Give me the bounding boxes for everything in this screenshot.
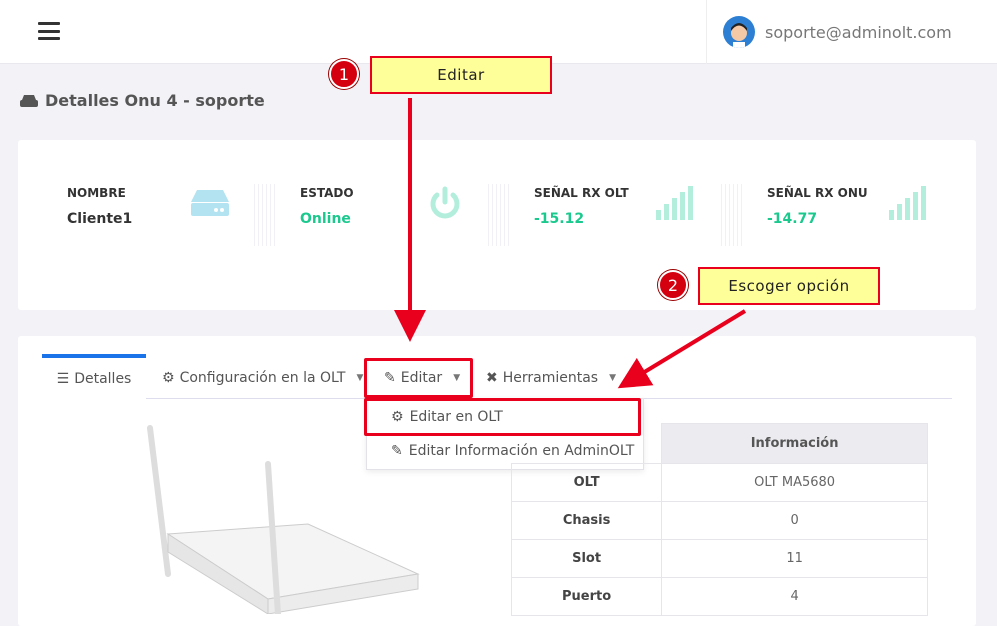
stat-value: Online (300, 211, 351, 227)
table-row: OLT OLT MA5680 (510, 463, 928, 502)
info-table: Información OLT OLT MA5680 Chasis 0 Slot 11… (510, 423, 928, 616)
caret-down-icon: ▼ (453, 373, 461, 383)
tab-editar[interactable]: ✎ Editar ▼ (372, 357, 472, 399)
highlight-editar-en-olt (364, 398, 641, 436)
divider (718, 184, 742, 246)
highlight-editar-tab (364, 358, 473, 398)
stat-label: SEÑAL RX OLT (534, 186, 629, 200)
stat-senal-onu: SEÑAL RX ONU -14.77 (767, 186, 868, 227)
stat-label: SEÑAL RX ONU (767, 186, 868, 200)
row-key: OLT (510, 463, 663, 502)
page-title-text: Detalles Onu 4 - soporte (45, 91, 265, 110)
signal-icon (656, 186, 693, 220)
menu-icon[interactable] (38, 22, 60, 40)
caret-down-icon: ▼ (356, 373, 364, 383)
stat-nombre: NOMBRE Cliente1 (67, 186, 132, 227)
power-icon (430, 186, 460, 219)
menu-item-editar-informacion[interactable]: ✎ Editar Información en AdminOLT (367, 434, 643, 468)
user-email: soporte@adminolt.com (765, 22, 952, 42)
arrow-2 (617, 309, 747, 389)
caret-down-icon: ▼ (609, 373, 617, 383)
gear-icon: ⚙ (162, 370, 175, 386)
tab-detalles[interactable]: ☰ Detalles (42, 354, 146, 400)
row-value: 0 (661, 501, 928, 540)
stat-value: -14.77 (767, 211, 818, 227)
stat-label: NOMBRE (67, 186, 126, 200)
stat-label: ESTADO (300, 186, 354, 200)
tab-herramientas[interactable]: ✖ Herramientas ▼ (474, 357, 628, 399)
annotation-badge-1: 1 (329, 59, 359, 89)
hdd-icon (191, 190, 229, 216)
stat-value: Cliente1 (67, 211, 133, 227)
tab-label: Herramientas (502, 370, 599, 386)
divider (485, 184, 509, 246)
stat-senal-olt: SEÑAL RX OLT -15.12 (534, 186, 629, 227)
user-menu[interactable]: soporte@adminolt.com (706, 0, 952, 64)
edit-icon: ✎ (391, 443, 403, 459)
divider (251, 184, 275, 246)
annotation-note-2: Escoger opción (698, 267, 880, 305)
table-header: Información (661, 423, 928, 464)
avatar (723, 16, 755, 48)
top-bar: soporte@adminolt.com (0, 0, 997, 64)
menu-item-label: Editar en OLT (409, 409, 503, 425)
tab-label: Detalles (74, 371, 132, 387)
edit-icon: ✎ (384, 370, 396, 386)
tab-label: Editar (400, 370, 443, 386)
menu-item-editar-en-olt[interactable]: ⚙ Editar en OLT (367, 400, 643, 434)
tab-label: Configuración en la OLT (179, 370, 346, 386)
stat-value: -15.12 (534, 211, 585, 227)
tools-icon: ✖ (486, 370, 498, 386)
signal-icon (889, 186, 926, 220)
hdd-icon (20, 94, 38, 107)
menu-item-label: Editar Información en AdminOLT (408, 443, 635, 459)
table-row: Puerto 4 (510, 577, 928, 616)
row-value: OLT MA5680 (661, 463, 928, 502)
table-row: Slot 11 (510, 539, 928, 578)
onu-router-image (147, 425, 420, 614)
tab-configuracion-olt[interactable]: ⚙ Configuración en la OLT ▼ (150, 357, 375, 399)
annotation-note-1: Editar (370, 56, 552, 94)
stat-estado: ESTADO Online (300, 186, 354, 227)
list-icon: ☰ (56, 371, 70, 387)
cogs-icon: ⚙ (391, 409, 404, 425)
annotation-badge-2: 2 (658, 270, 688, 300)
row-value: 11 (661, 539, 928, 578)
table-row: Chasis 0 (510, 501, 928, 540)
page-title: Detalles Onu 4 - soporte (19, 91, 265, 110)
